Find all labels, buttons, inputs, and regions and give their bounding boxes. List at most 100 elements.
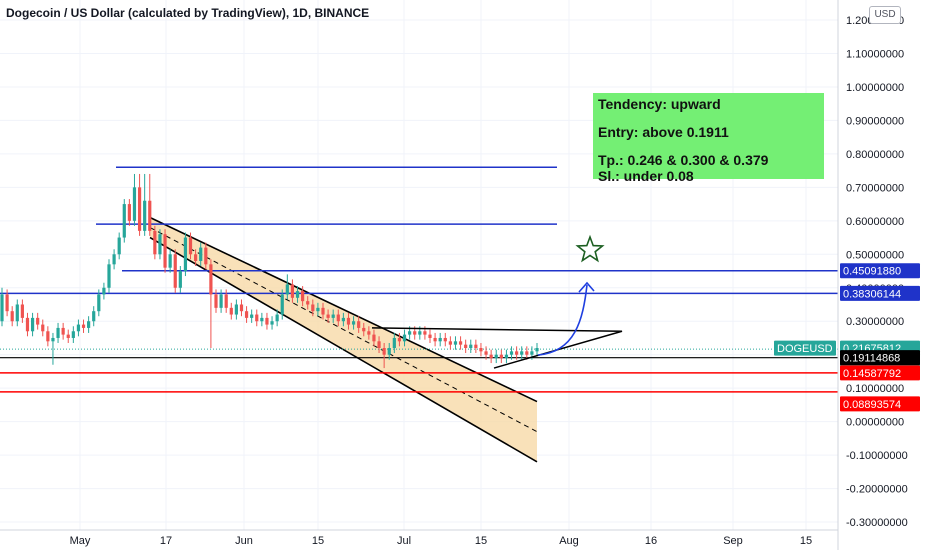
candle (357, 316, 361, 333)
candle (173, 249, 177, 293)
candle (535, 342, 539, 357)
currency-button[interactable]: USD (869, 6, 901, 24)
candle (0, 287, 4, 327)
candle (102, 282, 106, 300)
candle-body (173, 254, 177, 288)
y-tick-label: 0.10000000 (846, 383, 904, 395)
candle (458, 336, 463, 350)
candle (20, 299, 24, 323)
candle-body (270, 321, 274, 325)
candle (10, 306, 14, 327)
candle-body (250, 314, 254, 318)
candle (66, 329, 70, 343)
candle (443, 332, 447, 347)
candle-body (66, 334, 70, 338)
candle (499, 349, 503, 364)
candle-body (448, 341, 452, 345)
candle (469, 339, 473, 354)
candle-body (204, 247, 208, 265)
y-tick-label: -0.10000000 (846, 450, 908, 462)
candle-body (285, 284, 289, 295)
grid (0, 0, 838, 530)
candle (372, 329, 376, 347)
candle (127, 199, 131, 226)
candle-body (413, 331, 417, 335)
candle-body (438, 337, 442, 342)
candle (402, 329, 407, 347)
candle (5, 289, 9, 317)
annotations (371, 234, 623, 369)
candle-body (137, 187, 142, 231)
candle (280, 289, 284, 320)
candle (367, 326, 371, 340)
candle (183, 232, 188, 277)
candle-body (316, 307, 320, 312)
candle-body (224, 294, 228, 308)
candle (321, 302, 325, 320)
candle (214, 289, 218, 313)
symbol-tag-bg (774, 340, 836, 356)
upward-arrow (537, 284, 588, 356)
candle (265, 312, 269, 330)
candle-body (515, 351, 519, 355)
candle-body (219, 294, 223, 308)
candle (509, 346, 514, 360)
candles (0, 173, 539, 369)
candle (234, 299, 238, 320)
candle-body (36, 317, 40, 325)
candle (56, 322, 60, 343)
candle-body (280, 294, 284, 315)
candle-body (117, 237, 121, 255)
candle (260, 312, 264, 327)
y-tick-label: 0.30000000 (846, 316, 904, 328)
price-tag: 0.38306144 (843, 288, 901, 300)
time-axis: May 17 Jun 15 Jul 15 Aug 16 Sep 15 (0, 529, 838, 547)
candle (15, 299, 19, 327)
candle-body (0, 294, 4, 322)
candle-body (265, 317, 269, 325)
y-tick-label: 1.00000000 (846, 82, 904, 94)
candle (204, 242, 208, 270)
price-tag: 0.45091880 (843, 266, 901, 278)
candle-body (418, 331, 422, 335)
candle (194, 249, 198, 267)
candle (387, 342, 391, 360)
candle-body (326, 314, 330, 318)
candle (474, 339, 478, 354)
upward-arrow-head (578, 281, 595, 293)
candle (122, 199, 126, 243)
candle-body (229, 307, 233, 315)
candle-body (97, 294, 101, 312)
candle (219, 289, 223, 313)
price-tag-bg (840, 365, 920, 381)
note-tendency: Tendency: upward (598, 96, 721, 112)
candle-body (428, 334, 432, 338)
candle (311, 299, 315, 317)
candle-body (341, 317, 345, 322)
candle-body (306, 301, 310, 305)
candle (178, 266, 182, 293)
price-tag: 0.14587792 (843, 368, 901, 380)
candle-body (443, 337, 447, 342)
candle-body (209, 264, 213, 295)
y-tick-label: 0.90000000 (846, 115, 904, 127)
x-tick-label: 16 (645, 535, 657, 547)
candle-body (453, 341, 458, 345)
candle (362, 322, 366, 337)
candle (199, 242, 203, 267)
candle (30, 312, 35, 337)
candle-body (148, 200, 152, 231)
candle-body (61, 327, 65, 335)
candle (239, 299, 244, 317)
y-tick-label: 0.00000000 (846, 417, 904, 429)
candle (188, 232, 193, 260)
candle (346, 312, 351, 330)
candle-body (194, 254, 198, 261)
candle (112, 249, 116, 270)
candle-body (469, 344, 473, 349)
candle-body (46, 331, 50, 342)
price-tag-bg (840, 285, 920, 301)
candle-body (351, 321, 356, 325)
